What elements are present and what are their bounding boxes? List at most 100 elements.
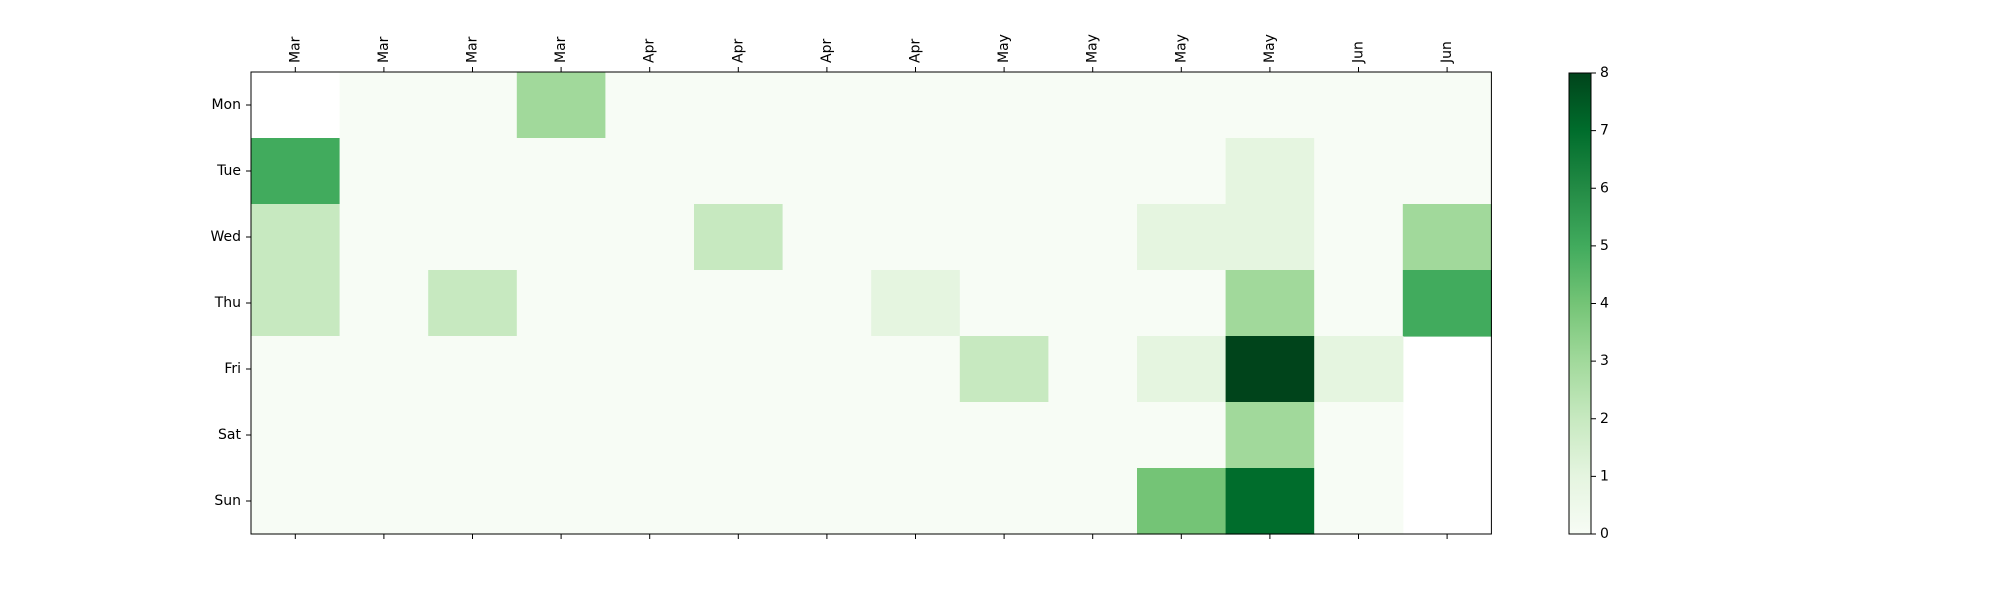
heatmap-cell	[959, 402, 1049, 469]
heatmap-cell	[1137, 336, 1227, 403]
heatmap-cell	[1137, 402, 1227, 469]
colorbar	[1568, 72, 1592, 535]
heatmap-cell	[251, 402, 341, 469]
heatmap-cell	[1048, 336, 1138, 403]
heatmap-cell	[782, 204, 872, 271]
heatmap-cell	[1137, 72, 1227, 139]
heatmap-cell	[694, 138, 784, 205]
heatmap-cell	[1225, 138, 1315, 205]
heatmap-cell	[1225, 336, 1315, 403]
heatmap-cell	[251, 204, 341, 271]
heatmap-cell	[516, 468, 606, 535]
heatmap-cell	[605, 402, 695, 469]
heatmap-cell	[251, 138, 341, 205]
heatmap-cell	[605, 204, 695, 271]
x-tick-label: Jun	[1351, 41, 1367, 64]
heatmap-cell	[516, 270, 606, 337]
y-tick-label: Sat	[218, 427, 241, 443]
heatmap-cells	[251, 72, 1492, 535]
heatmap-cell	[871, 468, 961, 535]
heatmap-cell	[428, 468, 518, 535]
heatmap-cell	[782, 468, 872, 535]
heatmap-cell	[959, 468, 1049, 535]
heatmap-cell	[428, 138, 518, 205]
heatmap-cell	[1402, 270, 1492, 337]
heatmap-cell	[1048, 402, 1138, 469]
heatmap-cell	[251, 468, 341, 535]
heatmap-cell	[1225, 72, 1315, 139]
heatmap-cell	[871, 204, 961, 271]
heatmap-cell	[1314, 72, 1404, 139]
heatmap-cell	[428, 402, 518, 469]
heatmap-cell	[871, 270, 961, 337]
heatmap-cell	[1137, 204, 1227, 271]
colorbar-ticks: 0 1 2 3 4 5 6 7 8	[1591, 65, 1609, 542]
heatmap-cell	[1225, 270, 1315, 337]
heatmap-cell	[339, 336, 429, 403]
colorbar-tick-label: 8	[1600, 65, 1609, 81]
x-tick-label: Apr	[730, 39, 746, 63]
heatmap-cell	[339, 468, 429, 535]
heatmap-cell	[1402, 72, 1492, 139]
heatmap-cell	[694, 468, 784, 535]
x-tick-label: Mar	[376, 36, 392, 63]
heatmap-cell	[959, 204, 1049, 271]
y-tick-label: Mon	[211, 97, 241, 113]
heatmap-cell	[871, 336, 961, 403]
heatmap-cell	[1225, 468, 1315, 535]
x-tick-label: Apr	[908, 39, 924, 63]
heatmap-cell	[605, 138, 695, 205]
x-tick-label: Apr	[819, 39, 835, 63]
heatmap-cell	[516, 336, 606, 403]
heatmap-cell	[428, 72, 518, 139]
colorbar-tick-label: 4	[1600, 296, 1609, 312]
colorbar-tick-label: 0	[1600, 526, 1609, 542]
heatmap-cell	[251, 336, 341, 403]
x-tick-label: May	[996, 34, 1012, 63]
heatmap-cell	[959, 72, 1049, 139]
heatmap-cell	[251, 270, 341, 337]
x-tick-label: Mar	[553, 36, 569, 63]
y-tick-label: Tue	[216, 163, 241, 179]
heatmap-cell	[428, 270, 518, 337]
colorbar-tick-label: 7	[1600, 123, 1609, 139]
heatmap-cell	[1314, 402, 1404, 469]
heatmap-cell	[1048, 468, 1138, 535]
x-tick-label: May	[1262, 34, 1278, 63]
heatmap-cell	[1314, 204, 1404, 271]
heatmap-cell	[1314, 270, 1404, 337]
x-tick-label: Jun	[1439, 41, 1455, 64]
colorbar-tick-label: 1	[1600, 468, 1609, 484]
y-tick-label: Wed	[210, 229, 241, 245]
heatmap-cell	[1314, 138, 1404, 205]
heatmap-cell	[694, 336, 784, 403]
heatmap-cell	[959, 270, 1049, 337]
heatmap-cell	[516, 204, 606, 271]
colorbar-tick-label: 5	[1600, 238, 1609, 254]
heatmap-cell	[605, 468, 695, 535]
heatmap-cell	[782, 402, 872, 469]
x-tick-label: May	[1173, 34, 1189, 63]
heatmap-cell	[959, 336, 1049, 403]
heatmap-cell	[871, 138, 961, 205]
heatmap-cell	[782, 270, 872, 337]
heatmap-cell	[959, 138, 1049, 205]
heatmap-cell	[605, 72, 695, 139]
heatmap-cell	[605, 336, 695, 403]
heatmap-cell	[1048, 138, 1138, 205]
heatmap-cell	[1048, 72, 1138, 139]
heatmap-cell	[1048, 270, 1138, 337]
heatmap-cell	[339, 402, 429, 469]
x-tick-label: May	[1085, 34, 1101, 63]
heatmap-cell	[516, 72, 606, 139]
heatmap-cell	[339, 138, 429, 205]
x-tick-label: Apr	[642, 39, 658, 63]
x-tick-label: Mar	[465, 36, 481, 63]
x-tick-label: Mar	[287, 36, 303, 63]
heatmap-cell	[1402, 138, 1492, 205]
heatmap-cell	[1137, 138, 1227, 205]
heatmap-cell	[871, 72, 961, 139]
heatmap-cell	[1402, 204, 1492, 271]
heatmap-cell	[428, 204, 518, 271]
